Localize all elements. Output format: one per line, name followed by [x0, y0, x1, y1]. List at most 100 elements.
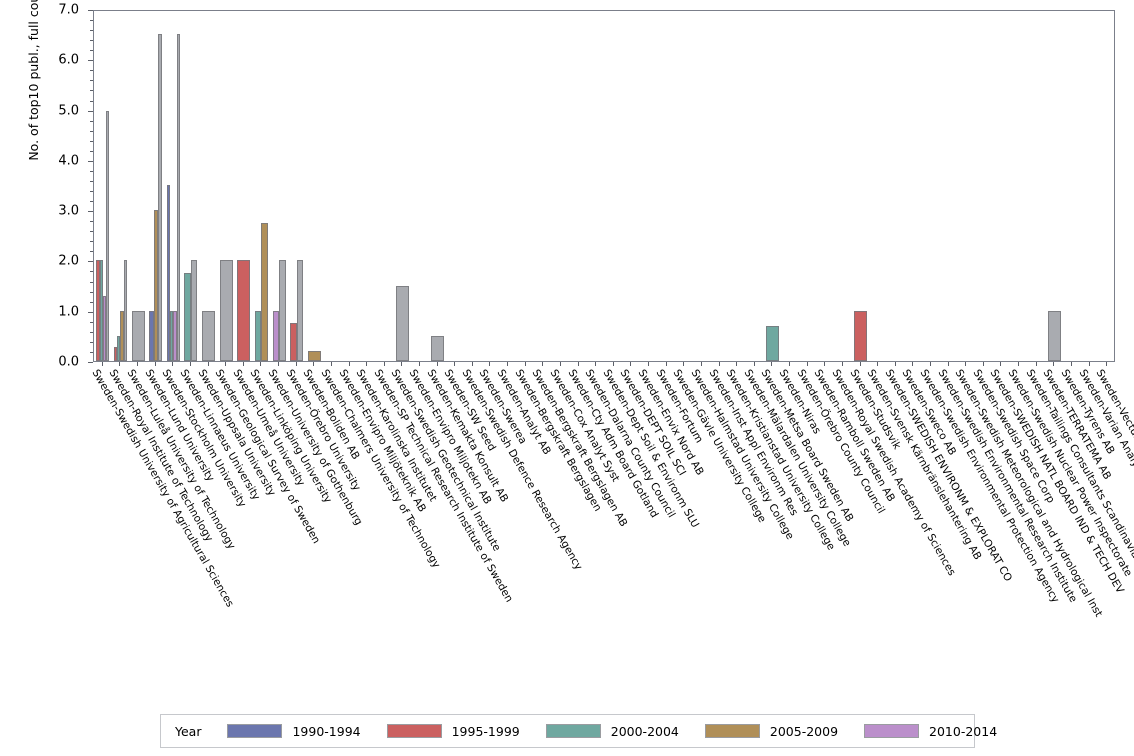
- bar: [272, 310, 280, 361]
- x-tick: [1053, 362, 1055, 366]
- bar: [117, 335, 121, 361]
- bar: [176, 34, 180, 361]
- y-tick-label: 4.0: [58, 153, 79, 169]
- y-tick-mark: [88, 160, 93, 162]
- x-tick: [471, 362, 473, 366]
- y-minor-tick-mark: [90, 301, 93, 303]
- x-tick: [295, 362, 297, 366]
- bar: [254, 310, 262, 361]
- y-tick-label: 1.0: [58, 304, 79, 320]
- bar: [102, 295, 107, 361]
- x-tick: [418, 362, 420, 366]
- y-minor-tick-mark: [90, 130, 93, 132]
- y-minor-tick-mark: [90, 191, 93, 193]
- x-tick: [789, 362, 791, 366]
- y-minor-tick-mark: [90, 20, 93, 22]
- x-tick: [753, 362, 755, 366]
- legend-swatch: [386, 724, 442, 738]
- x-tick: [524, 362, 526, 366]
- x-tick: [242, 362, 244, 366]
- y-tick-mark: [88, 261, 93, 263]
- bar: [431, 335, 445, 361]
- bar: [237, 260, 251, 361]
- x-tick: [700, 362, 702, 366]
- x-tick: [1088, 362, 1090, 366]
- y-tick-mark: [88, 311, 93, 313]
- legend-swatch: [545, 724, 601, 738]
- bar: [202, 310, 216, 361]
- x-tick: [119, 362, 121, 366]
- bar: [307, 350, 321, 361]
- bar: [96, 260, 100, 361]
- y-minor-tick-mark: [90, 291, 93, 293]
- y-minor-tick-mark: [90, 150, 93, 152]
- bar: [170, 310, 174, 361]
- bar: [149, 310, 154, 361]
- x-tick: [1106, 362, 1108, 366]
- x-tick: [982, 362, 984, 366]
- y-tick-label: 6.0: [58, 52, 79, 68]
- x-tick: [1000, 362, 1002, 366]
- bars-container: [94, 11, 1114, 361]
- bar: [261, 222, 268, 361]
- x-tick: [630, 362, 632, 366]
- x-tick: [489, 362, 491, 366]
- x-tick: [454, 362, 456, 366]
- bar: [290, 323, 297, 361]
- bar: [166, 185, 171, 361]
- legend-item[interactable]: 1990-1994: [227, 724, 361, 739]
- x-tick: [559, 362, 561, 366]
- x-tick: [965, 362, 967, 366]
- bar: [184, 273, 191, 361]
- bar: [279, 260, 286, 361]
- x-tick: [718, 362, 720, 366]
- legend[interactable]: Year 1990-1994 1995-1999 2000-2004 2005-200…: [160, 714, 997, 748]
- legend-item[interactable]: 2000-2004: [545, 723, 679, 739]
- x-tick: [348, 362, 350, 366]
- y-minor-tick-mark: [90, 170, 93, 172]
- y-tick-mark: [88, 10, 93, 11]
- bar: [99, 260, 103, 361]
- x-tick: [736, 362, 738, 366]
- x-tick: [225, 362, 227, 366]
- y-minor-tick-mark: [90, 231, 93, 233]
- x-tick: [894, 362, 896, 366]
- bar: [173, 310, 177, 361]
- y-minor-tick-mark: [90, 271, 93, 273]
- y-minor-tick-mark: [90, 281, 93, 283]
- x-axis-ticks: [93, 362, 1115, 367]
- bar: [113, 347, 118, 361]
- x-tick: [207, 362, 209, 366]
- x-tick: [595, 362, 597, 366]
- x-tick: [260, 362, 262, 366]
- y-tick-mark: [88, 60, 93, 62]
- y-minor-tick-mark: [90, 331, 93, 333]
- x-tick: [841, 362, 843, 366]
- y-tick-mark: [88, 110, 93, 112]
- bar: [219, 260, 233, 361]
- legend-title: Year: [175, 723, 202, 739]
- bar: [157, 34, 163, 361]
- y-minor-tick-mark: [90, 50, 93, 52]
- y-minor-tick-mark: [90, 90, 93, 92]
- x-tick: [1035, 362, 1037, 366]
- x-tick: [771, 362, 773, 366]
- bar: [153, 210, 158, 361]
- legend-swatch: [227, 724, 283, 738]
- legend-label: 2000-2004: [610, 723, 679, 739]
- y-tick-label: 7.0: [58, 2, 79, 18]
- x-tick: [366, 362, 368, 366]
- bar: [854, 310, 867, 361]
- x-tick: [101, 362, 103, 366]
- x-tick: [824, 362, 826, 366]
- x-tick: [1018, 362, 1020, 366]
- x-tick: [947, 362, 949, 366]
- legend-item[interactable]: 2010-2014: [864, 724, 997, 739]
- y-tick-label: 5.0: [58, 103, 79, 119]
- y-minor-tick-mark: [90, 80, 93, 82]
- legend-label: 1995-1999: [451, 723, 520, 739]
- legend-item[interactable]: 1995-1999: [386, 723, 520, 739]
- legend-item[interactable]: 2005-2009: [704, 724, 838, 739]
- x-tick: [806, 362, 808, 366]
